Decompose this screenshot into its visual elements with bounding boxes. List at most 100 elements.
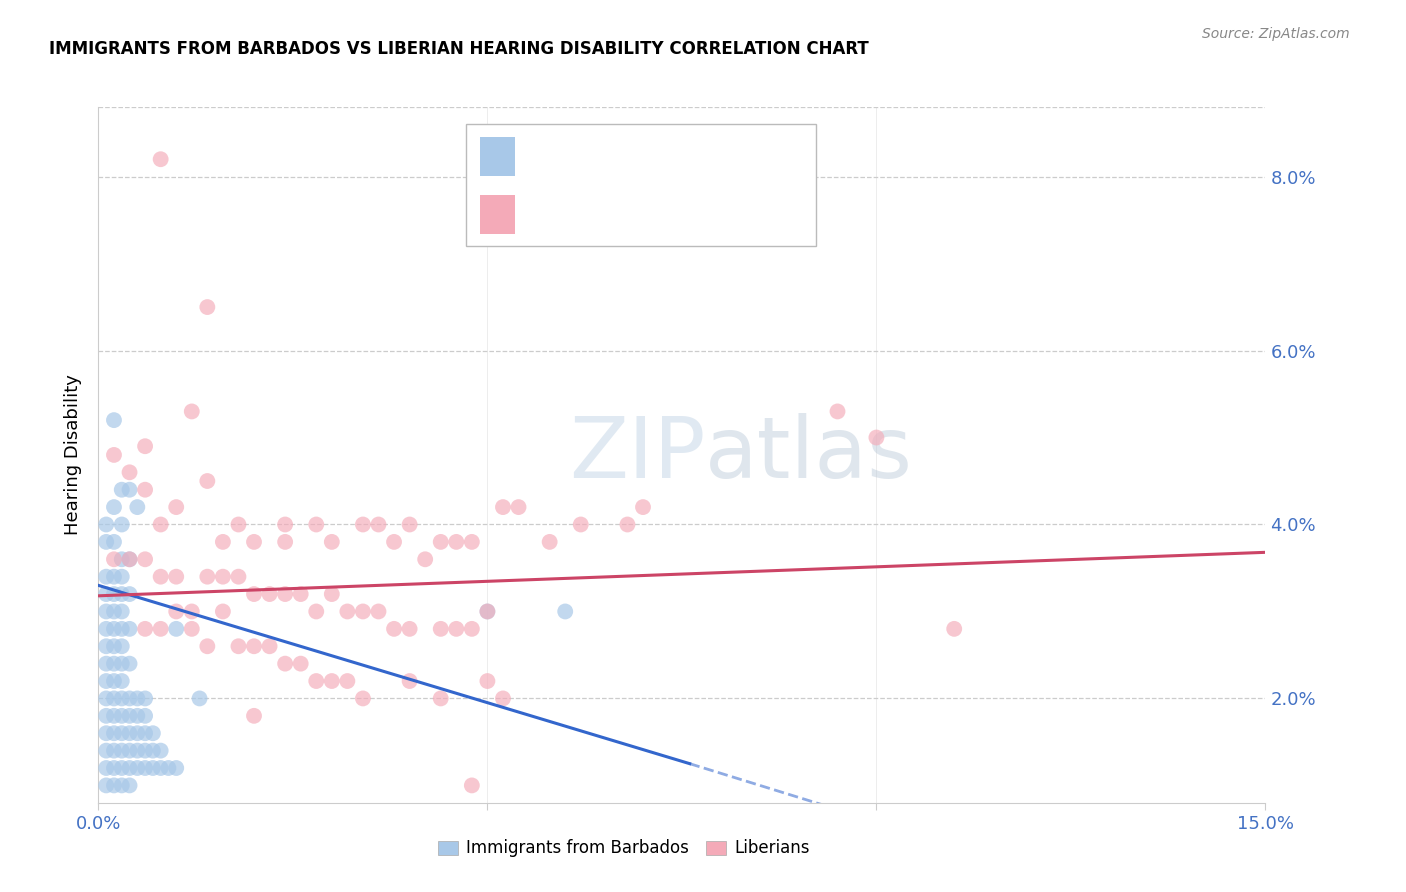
Point [429,691,451,706]
Point [149,517,172,532]
Point [336,605,359,619]
Point [149,569,172,583]
Point [631,500,654,514]
Point [96,569,118,583]
Point [352,517,374,532]
Point [290,657,312,671]
Point [142,726,165,740]
Point [212,534,235,549]
Point [180,404,202,418]
Point [134,439,156,453]
Point [103,587,125,601]
Point [111,639,134,653]
Point [111,622,134,636]
Point [96,761,118,775]
Point [477,674,499,689]
Point [149,761,172,775]
Text: Source: ZipAtlas.com: Source: ZipAtlas.com [1202,27,1350,41]
Point [429,534,451,549]
Point [111,778,134,793]
Point [243,587,266,601]
Text: atlas: atlas [706,413,914,497]
Text: ZIP: ZIP [569,413,706,497]
Point [134,552,156,566]
Point [134,726,156,740]
Point [96,517,118,532]
Point [243,534,266,549]
Point [96,534,118,549]
Point [118,552,141,566]
Point [118,708,141,723]
Point [165,569,187,583]
Point [134,761,156,775]
Point [103,534,125,549]
Point [274,534,297,549]
Point [616,517,638,532]
Point [111,517,134,532]
Point [943,622,966,636]
Point [336,674,359,689]
Point [96,744,118,758]
Point [195,300,218,314]
Point [103,726,125,740]
Point [149,622,172,636]
Point [477,605,499,619]
Point [118,587,141,601]
Point [305,674,328,689]
Point [305,517,328,532]
Point [195,474,218,488]
Point [165,500,187,514]
Point [149,152,172,166]
Point [195,639,218,653]
Point [96,605,118,619]
Point [118,761,141,775]
Point [142,744,165,758]
Point [321,534,343,549]
Point [118,483,141,497]
Point [118,657,141,671]
Point [195,569,218,583]
Point [352,691,374,706]
Point [96,657,118,671]
Point [228,569,250,583]
Point [259,587,281,601]
Point [111,483,134,497]
Point [508,500,530,514]
Point [429,622,451,636]
Point [398,674,420,689]
Point [398,517,420,532]
Point [118,552,141,566]
Point [118,691,141,706]
Point [111,708,134,723]
Point [367,517,389,532]
Point [127,691,149,706]
Point [103,708,125,723]
Point [446,622,468,636]
Point [274,657,297,671]
Point [352,605,374,619]
Point [461,534,484,549]
Point [274,517,297,532]
Point [398,622,420,636]
Point [865,430,887,444]
Point [259,639,281,653]
Point [96,622,118,636]
Point [103,622,125,636]
Point [461,622,484,636]
Point [149,744,172,758]
Point [111,726,134,740]
Point [134,483,156,497]
Point [180,622,202,636]
Point [111,587,134,601]
Point [413,552,436,566]
Point [382,622,405,636]
Legend: Immigrants from Barbados, Liberians: Immigrants from Barbados, Liberians [432,833,815,864]
Point [127,708,149,723]
Point [118,744,141,758]
Point [165,605,187,619]
Point [538,534,561,549]
Point [127,500,149,514]
Point [103,778,125,793]
Point [96,587,118,601]
Point [118,726,141,740]
